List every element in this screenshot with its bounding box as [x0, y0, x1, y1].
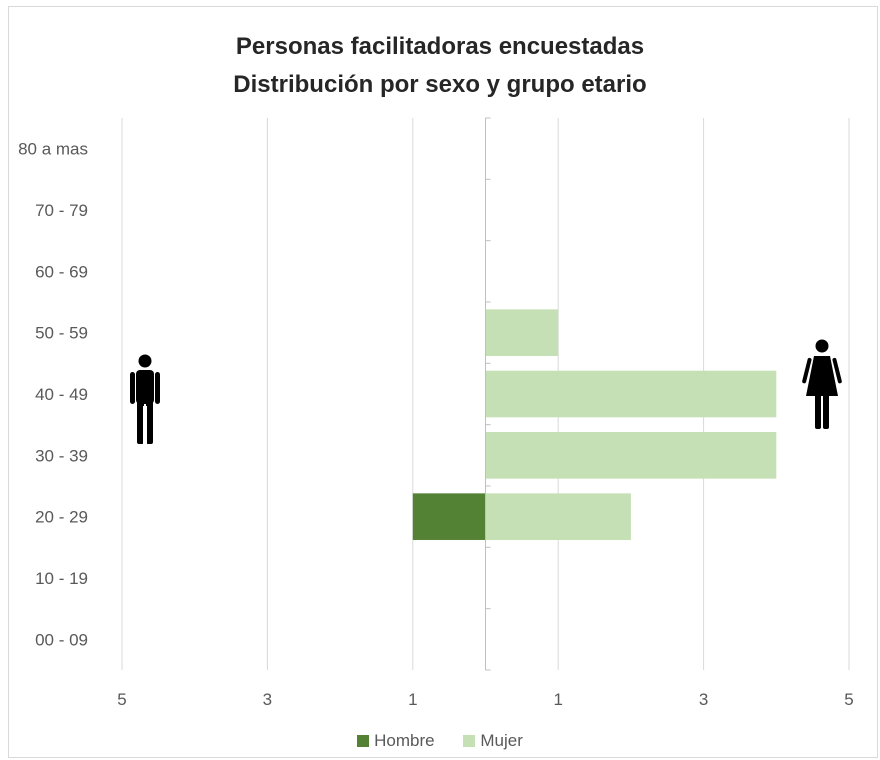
y-tick-label: 80 a mas: [18, 140, 88, 159]
y-tick-label: 50 - 59: [35, 324, 88, 343]
bar-mujer-20-29: [485, 493, 631, 540]
x-axis-labels: 5 3 1 1 3 5: [117, 690, 853, 709]
x-tick-label: 1: [553, 690, 562, 709]
x-tick-label: 1: [408, 690, 417, 709]
bar-mujer-40-49: [485, 370, 777, 418]
bar-hombre-20-29: [412, 493, 486, 540]
y-axis-labels: 00 - 09 10 - 19 20 - 29 30 - 39 40 - 49 50 - …: [18, 140, 88, 650]
y-tick-label: 40 - 49: [35, 385, 88, 404]
y-tick-label: 00 - 09: [35, 630, 88, 649]
bars: [412, 309, 777, 540]
y-tick-label: 60 - 69: [35, 262, 88, 281]
legend-label-hombre: Hombre: [374, 731, 435, 750]
chart-title-block: Personas facilitadoras encuestadas Distr…: [0, 28, 880, 104]
y-tick-label: 30 - 39: [35, 446, 88, 465]
x-tick-label: 5: [844, 690, 853, 709]
x-tick-label: 3: [699, 690, 708, 709]
legend-swatch-hombre: [357, 735, 370, 747]
man-icon: [130, 354, 160, 444]
x-tick-label: 5: [117, 690, 126, 709]
bar-mujer-30-39: [485, 432, 777, 479]
chart-subtitle: Distribución por sexo y grupo etario: [233, 71, 647, 98]
legend-item-mujer: Mujer: [463, 731, 523, 751]
legend-swatch-mujer: [463, 735, 476, 747]
x-tick-label: 3: [263, 690, 272, 709]
legend-label-mujer: Mujer: [480, 731, 523, 750]
y-tick-label: 20 - 29: [35, 508, 88, 527]
legend-item-hombre: Hombre: [357, 731, 435, 751]
y-tick-label: 10 - 19: [35, 569, 88, 588]
bar-mujer-50-59: [485, 309, 559, 356]
y-tick-label: 70 - 79: [35, 201, 88, 220]
chart-title: Personas facilitadoras encuestadas: [235, 33, 645, 60]
legend: Hombre Mujer: [0, 731, 880, 752]
center-axis: [485, 117, 491, 671]
woman-icon: [802, 339, 842, 429]
